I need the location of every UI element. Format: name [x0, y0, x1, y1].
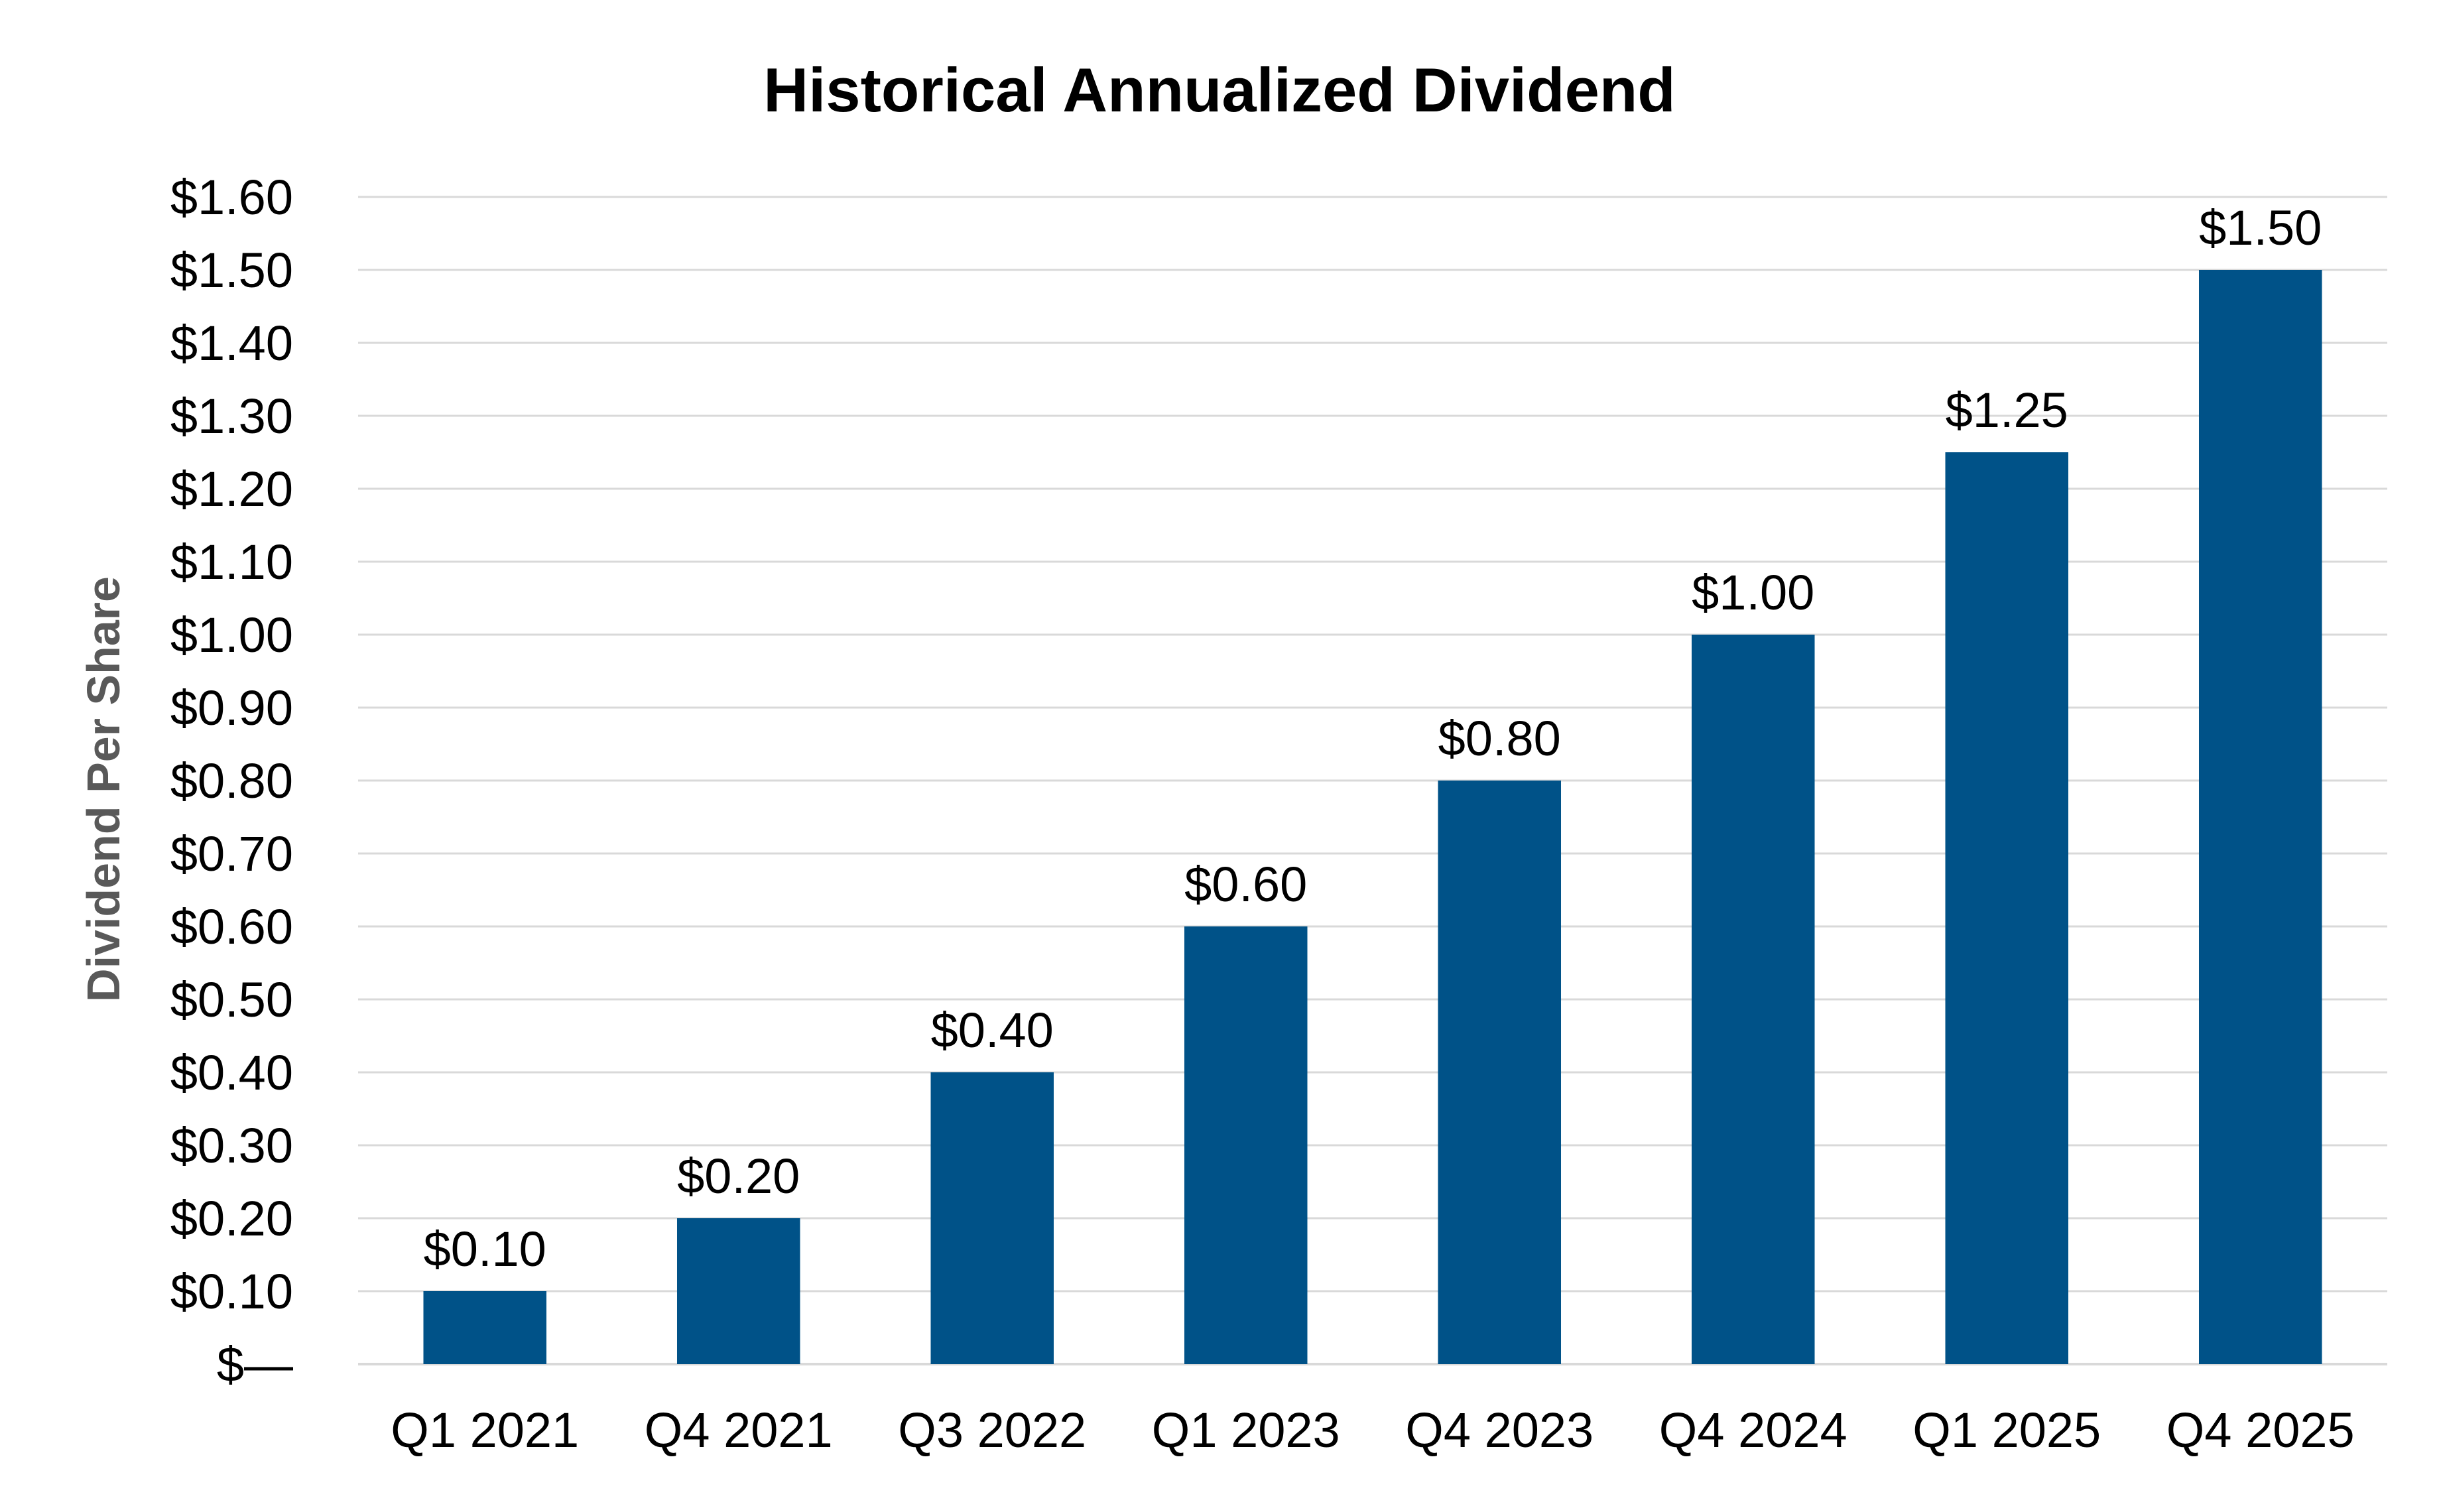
y-axis-label: Dividend Per Share	[78, 576, 129, 1002]
bar	[930, 1072, 1054, 1364]
x-tick-label: Q3 2022	[898, 1403, 1086, 1458]
bar	[1438, 781, 1562, 1364]
bars	[423, 270, 2322, 1364]
bar	[423, 1291, 547, 1364]
data-label: $1.25	[1946, 383, 2068, 438]
y-tick-label: $0.60	[170, 899, 293, 954]
y-tick-label: $1.10	[170, 535, 293, 590]
y-tick-label: $0.70	[170, 826, 293, 881]
gridlines	[358, 196, 2387, 1365]
x-tick-label: Q4 2025	[2166, 1403, 2355, 1458]
y-tick-labels: $— $0.10 $0.20 $0.30 $0.40 $0.50 $0.60 $0.70 $0.…	[170, 170, 293, 1392]
bar	[1184, 926, 1308, 1364]
x-tick-label: Q4 2024	[1659, 1403, 1847, 1458]
y-tick-label: $0.20	[170, 1191, 293, 1246]
y-tick-label: $1.50	[170, 243, 293, 298]
y-tick-label: $0.10	[170, 1264, 293, 1319]
bar	[2198, 270, 2322, 1364]
y-tick-label: $1.60	[170, 170, 293, 225]
data-label: $0.20	[677, 1149, 800, 1204]
data-label: $0.10	[424, 1222, 546, 1277]
y-tick-label: $1.20	[170, 462, 293, 517]
y-tick-label: $0.40	[170, 1045, 293, 1100]
data-label: $0.80	[1438, 711, 1561, 766]
y-tick-label: $1.40	[170, 316, 293, 371]
x-tick-label: Q4 2021	[645, 1403, 833, 1458]
data-label: $1.00	[1692, 565, 1814, 620]
x-tick-label: Q4 2023	[1405, 1403, 1594, 1458]
y-tick-label: $0.30	[170, 1118, 293, 1173]
y-tick-label: $0.80	[170, 753, 293, 808]
chart-title: Historical Annualized Dividend	[763, 55, 1675, 125]
y-tick-label: $1.00	[170, 607, 293, 662]
data-label: $0.60	[1184, 857, 1307, 912]
x-tick-label: Q1 2023	[1152, 1403, 1340, 1458]
y-tick-label: $0.50	[170, 972, 293, 1027]
bar	[676, 1218, 800, 1364]
x-tick-label: Q1 2025	[1912, 1403, 2101, 1458]
x-tick-label: Q1 2021	[391, 1403, 579, 1458]
y-tick-label: $0.90	[170, 680, 293, 735]
y-tick-label: $—	[217, 1337, 293, 1392]
x-tick-labels: Q1 2021 Q4 2021 Q3 2022 Q1 2023 Q4 2023 Q4 20…	[391, 1403, 2354, 1458]
data-label: $1.50	[2199, 200, 2322, 255]
bar	[1945, 452, 2069, 1364]
y-tick-label: $1.30	[170, 389, 293, 444]
data-labels: $0.10 $0.20 $0.40 $0.60 $0.80 $1.00 $1.25 $1.50	[424, 200, 2322, 1277]
data-label: $0.40	[931, 1003, 1054, 1058]
bar	[1691, 635, 1815, 1364]
